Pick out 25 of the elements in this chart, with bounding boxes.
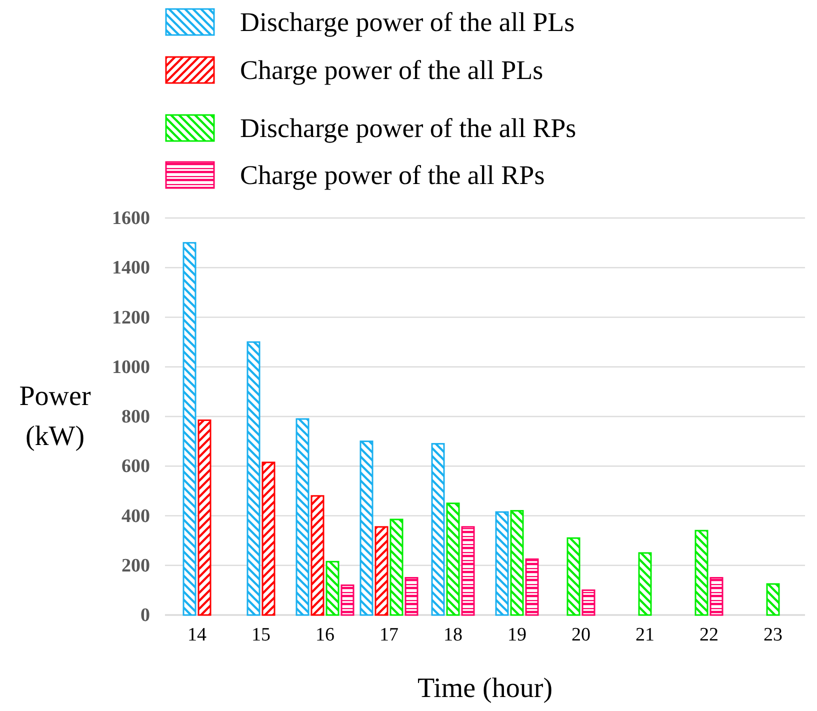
x-tick-label: 16: [316, 624, 334, 646]
x-tick-label: 14: [188, 624, 207, 646]
x-tick-label: 19: [508, 624, 526, 646]
x-tick-label: 22: [700, 624, 718, 646]
y-tick-label: 1400: [112, 258, 150, 279]
y-tick-label: 800: [122, 406, 150, 428]
y-tick-label: 0: [140, 605, 150, 626]
legend-label: Discharge power of the all RPs: [240, 113, 576, 143]
y-tick-label: 1200: [112, 307, 150, 328]
y-tick-label: 600: [122, 456, 150, 478]
x-tick-label: 18: [444, 624, 462, 646]
x-tick-label: 21: [636, 624, 654, 646]
x-tick-label: 15: [252, 624, 270, 646]
y-tick-label: 200: [122, 555, 150, 576]
x-tick-label: 20: [572, 624, 590, 646]
y-tick-label: 1600: [112, 208, 150, 230]
y-tick-label: 400: [122, 506, 150, 527]
legend-label: Charge power of the all RPs: [240, 160, 545, 190]
y-tick-label: 1000: [112, 356, 150, 378]
y-axis-title: Power (kW): [19, 381, 92, 452]
x-axis-title: Time (hour): [417, 673, 553, 704]
x-tick-label: 17: [380, 624, 398, 646]
x-tick-label: 23: [764, 624, 782, 646]
legend-label: Discharge power of the all PLs: [240, 7, 575, 37]
legend-label: Charge power of the all PLs: [240, 55, 544, 85]
